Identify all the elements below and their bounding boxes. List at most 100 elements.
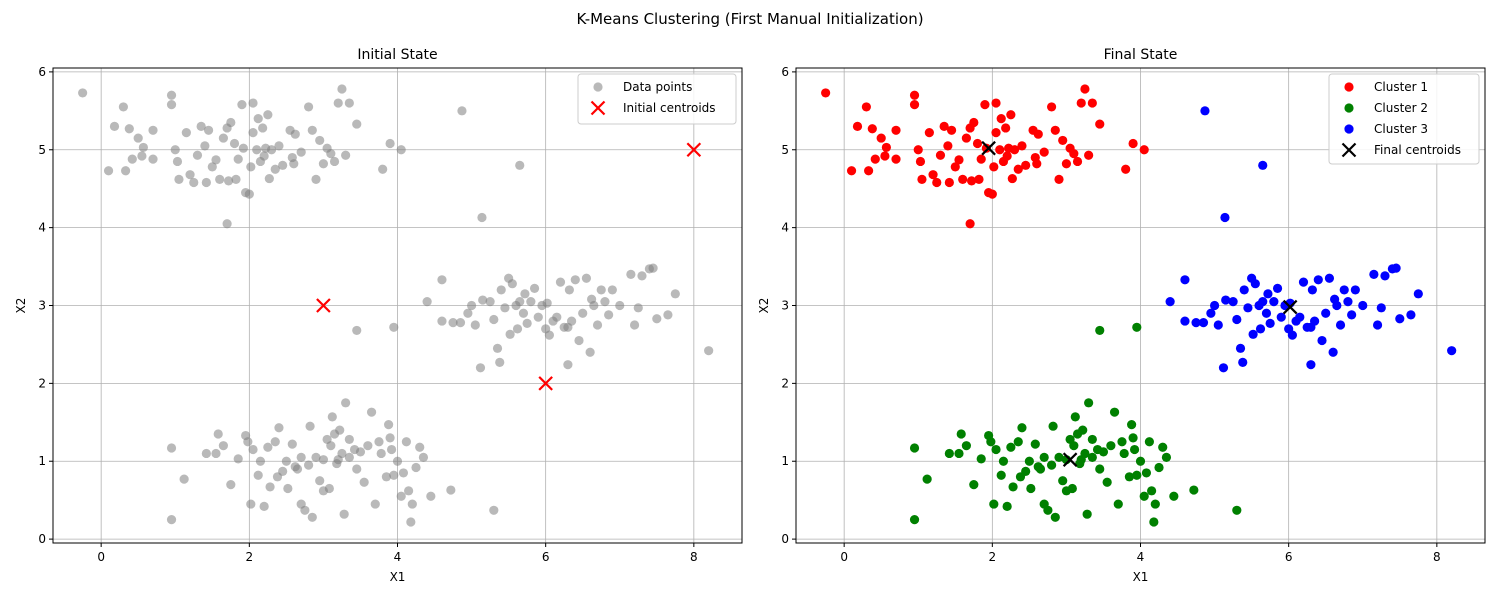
x-tick-label: 2 [989,550,997,564]
y-tick-label: 5 [38,143,46,157]
data-point [318,486,329,496]
data-point [615,300,625,311]
data-point [1124,472,1134,482]
data-point [127,154,137,164]
data-point [455,318,466,328]
data-point [520,289,530,299]
data-point [1054,174,1064,184]
x-tick-label: 8 [690,550,698,564]
data-point [385,138,395,149]
data-point [344,452,354,462]
series-cluster-3 [1165,106,1457,373]
legend-label: Initial centroids [623,101,716,115]
data-point [1313,275,1323,285]
data-point [1076,98,1086,108]
data-point [533,312,543,322]
centroid-marker [316,298,331,313]
data-point [1263,289,1273,299]
data-point [1061,159,1072,169]
data-point [1139,145,1149,155]
data-point [252,145,262,155]
data-point [363,441,373,451]
data-point [264,173,274,184]
data-point [378,164,388,174]
data-point [1406,310,1416,320]
data-point [215,174,225,184]
data-point [1070,412,1080,422]
data-point [1128,433,1138,443]
data-point [384,420,394,430]
data-point [246,499,256,509]
data-point [121,166,131,176]
data-point [1250,279,1260,289]
data-point [1061,486,1072,496]
data-point [478,295,488,305]
data-point [1149,517,1159,527]
data-point [1080,448,1090,459]
data-point [996,470,1006,480]
y-tick-label: 6 [781,65,789,79]
data-point [1039,499,1049,509]
data-point [489,314,499,325]
data-point [1232,314,1242,325]
data-point [1024,456,1034,466]
data-point [578,308,588,318]
data-point [352,464,362,474]
data-point [366,407,377,417]
data-point [270,164,280,174]
data-point [1218,363,1229,373]
data-point [1238,357,1248,367]
data-point [909,90,920,100]
data-point [1017,423,1027,433]
data-point [1087,434,1097,445]
data-point [980,99,990,110]
data-point [318,159,329,169]
data-point [961,133,971,143]
data-point [663,310,673,320]
data-point [596,285,606,295]
data-point [213,429,223,439]
y-tick-label: 3 [781,299,789,313]
data-point [1004,143,1014,153]
data-point [981,143,992,153]
data-point [1050,125,1060,135]
data-point [359,477,369,487]
x-tick-label: 8 [1433,550,1441,564]
centroid-marker [981,140,996,156]
data-point [585,347,595,357]
data-point [1307,285,1317,295]
data-point [1007,173,1017,184]
data-point [950,162,960,172]
data-point [1135,456,1146,466]
data-point [1141,468,1152,478]
data-point [1243,303,1253,313]
data-point [341,150,351,160]
figure-suptitle: K-Means Clustering (First Manual Initial… [576,10,923,28]
data-point [1002,501,1012,512]
series-cluster-2 [909,322,1242,527]
data-point [943,141,953,151]
data-point [335,425,345,435]
data-point [1144,437,1154,447]
data-point [352,325,362,336]
data-point [1369,269,1379,279]
data-point [704,346,714,356]
data-point [637,271,647,281]
data-point [1002,151,1012,161]
data-point [133,133,143,143]
data-point [1191,318,1201,328]
data-point [1013,437,1023,447]
data-point [1021,160,1031,170]
data-point [426,491,436,501]
data-point [924,128,934,138]
data-point [422,297,432,307]
data-point [333,98,343,108]
data-point [1287,330,1297,340]
data-point [989,499,999,509]
data-point [475,363,486,373]
data-point [1132,470,1142,480]
legend-label: Cluster 2 [1374,101,1428,115]
data-point [1080,84,1090,94]
data-point [944,177,954,188]
x-tick-label: 2 [246,550,254,564]
